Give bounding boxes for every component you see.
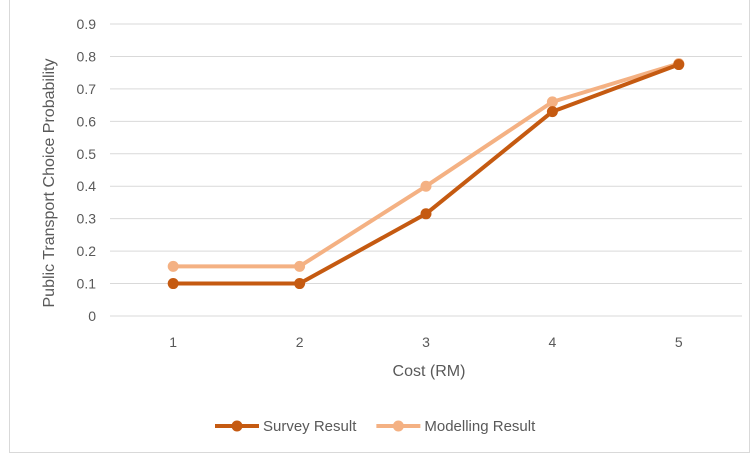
gridlines <box>110 23 742 285</box>
survey-result-legend-label: Survey Result <box>263 418 357 435</box>
y-tick-label: 0.8 <box>77 48 97 64</box>
modelling-result-point <box>167 260 179 272</box>
y-tick-label: 0 <box>88 308 96 324</box>
y-tick-label: 0.6 <box>77 113 97 129</box>
modelling-result-point <box>420 180 432 192</box>
x-tick-label: 3 <box>422 334 430 350</box>
y-tick-label: 0.1 <box>77 276 97 292</box>
y-tick-label: 0.7 <box>77 81 97 97</box>
x-tick-label: 1 <box>169 334 177 350</box>
survey-result-legend-marker <box>231 420 243 432</box>
x-tick-label: 2 <box>296 334 304 350</box>
survey-result-point <box>294 278 306 290</box>
series-layer <box>167 58 685 290</box>
x-axis-ticks: 1 2 3 4 5 <box>169 334 683 350</box>
modelling-result-legend-marker <box>392 420 404 432</box>
x-tick-label: 4 <box>549 334 557 350</box>
modelling-result-point <box>294 260 306 272</box>
y-tick-label: 0.2 <box>77 243 97 259</box>
chart-frame <box>9 0 750 453</box>
modelling-result-point <box>546 96 558 108</box>
y-axis-ticks: 0 0.1 0.2 0.3 0.4 0.5 0.6 0.7 0.8 0.9 <box>77 16 97 324</box>
modelling-result-legend-label: Modelling Result <box>424 418 536 435</box>
y-axis-title: Public Transport Choice Probability <box>41 58 58 307</box>
y-tick-label: 0.5 <box>77 146 97 162</box>
survey-result-point <box>546 106 558 118</box>
x-tick-label: 5 <box>675 334 683 350</box>
survey-result-point <box>420 208 432 220</box>
y-tick-label: 0.4 <box>77 178 97 194</box>
y-tick-label: 0.9 <box>77 16 97 32</box>
survey-result-point <box>167 278 179 290</box>
x-axis-title: Cost (RM) <box>393 363 466 380</box>
survey-result-point <box>673 59 685 71</box>
legend: Survey Result Modelling Result <box>215 418 536 435</box>
y-tick-label: 0.3 <box>77 211 97 227</box>
